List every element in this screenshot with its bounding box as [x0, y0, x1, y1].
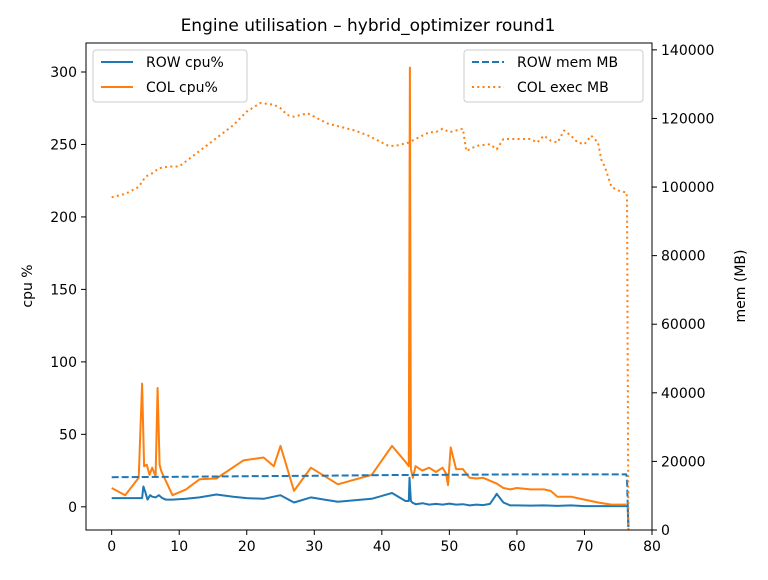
y-tick-label-0: 0 — [68, 500, 77, 516]
x-axis: 0 10 20 30 40 50 60 70 80 — [107, 530, 661, 555]
y-tick-label-4: 200 — [50, 210, 77, 226]
series-line-2 — [111, 473, 630, 529]
x-tick-label-6: 60 — [508, 539, 526, 555]
x-tick-label-8: 80 — [643, 539, 661, 555]
legend-right-label-3: COL exec MB — [517, 80, 609, 96]
y2-tick-label-7: 140000 — [661, 43, 714, 59]
series-layer — [111, 66, 630, 531]
y2-axis-label: mem (MB) — [733, 250, 749, 323]
x-tick-label-1: 10 — [170, 539, 188, 555]
x-tick-label-3: 30 — [305, 539, 323, 555]
legend-right-label-2: ROW mem MB — [517, 55, 618, 71]
legend-right-box — [463, 49, 644, 103]
legend-right[interactable]: ROW mem MB COL exec MB — [463, 49, 644, 103]
series-line-3 — [111, 102, 630, 531]
y2-tick-label-2: 40000 — [661, 386, 706, 402]
y-axis: 0 50 100 150 200 250 300 — [50, 65, 86, 516]
legend-left[interactable]: ROW cpu% COL cpu% — [92, 49, 248, 103]
x-tick-label-7: 70 — [576, 539, 594, 555]
y2-tick-label-1: 20000 — [661, 454, 706, 470]
x-tick-label-2: 20 — [238, 539, 256, 555]
y-tick-label-6: 300 — [50, 65, 77, 81]
chart-title: Engine utilisation – hybrid_optimizer ro… — [181, 16, 556, 36]
y-tick-label-2: 100 — [50, 355, 77, 371]
y-axis-label: cpu % — [20, 264, 36, 307]
series-line-1 — [111, 66, 627, 506]
y2-tick-label-5: 100000 — [661, 180, 714, 196]
x-tick-label-0: 0 — [107, 539, 116, 555]
y-tick-label-3: 150 — [50, 282, 77, 298]
legend-left-label-1: COL cpu% — [146, 80, 218, 96]
y2-tick-label-4: 80000 — [661, 249, 706, 265]
y2-axis: 0 20000 40000 60000 80000 100000 120000 140000 — [652, 43, 714, 539]
plot-frame — [85, 42, 653, 531]
x-tick-label-5: 50 — [440, 539, 458, 555]
y-tick-label-1: 50 — [59, 427, 77, 443]
legend-left-label-0: ROW cpu% — [146, 55, 224, 71]
y2-tick-label-0: 0 — [661, 523, 670, 539]
x-tick-label-4: 40 — [373, 539, 391, 555]
y2-tick-label-3: 60000 — [661, 317, 706, 333]
y2-tick-label-6: 120000 — [661, 111, 714, 127]
series-line-0 — [111, 476, 630, 528]
y-tick-label-5: 250 — [50, 137, 77, 153]
